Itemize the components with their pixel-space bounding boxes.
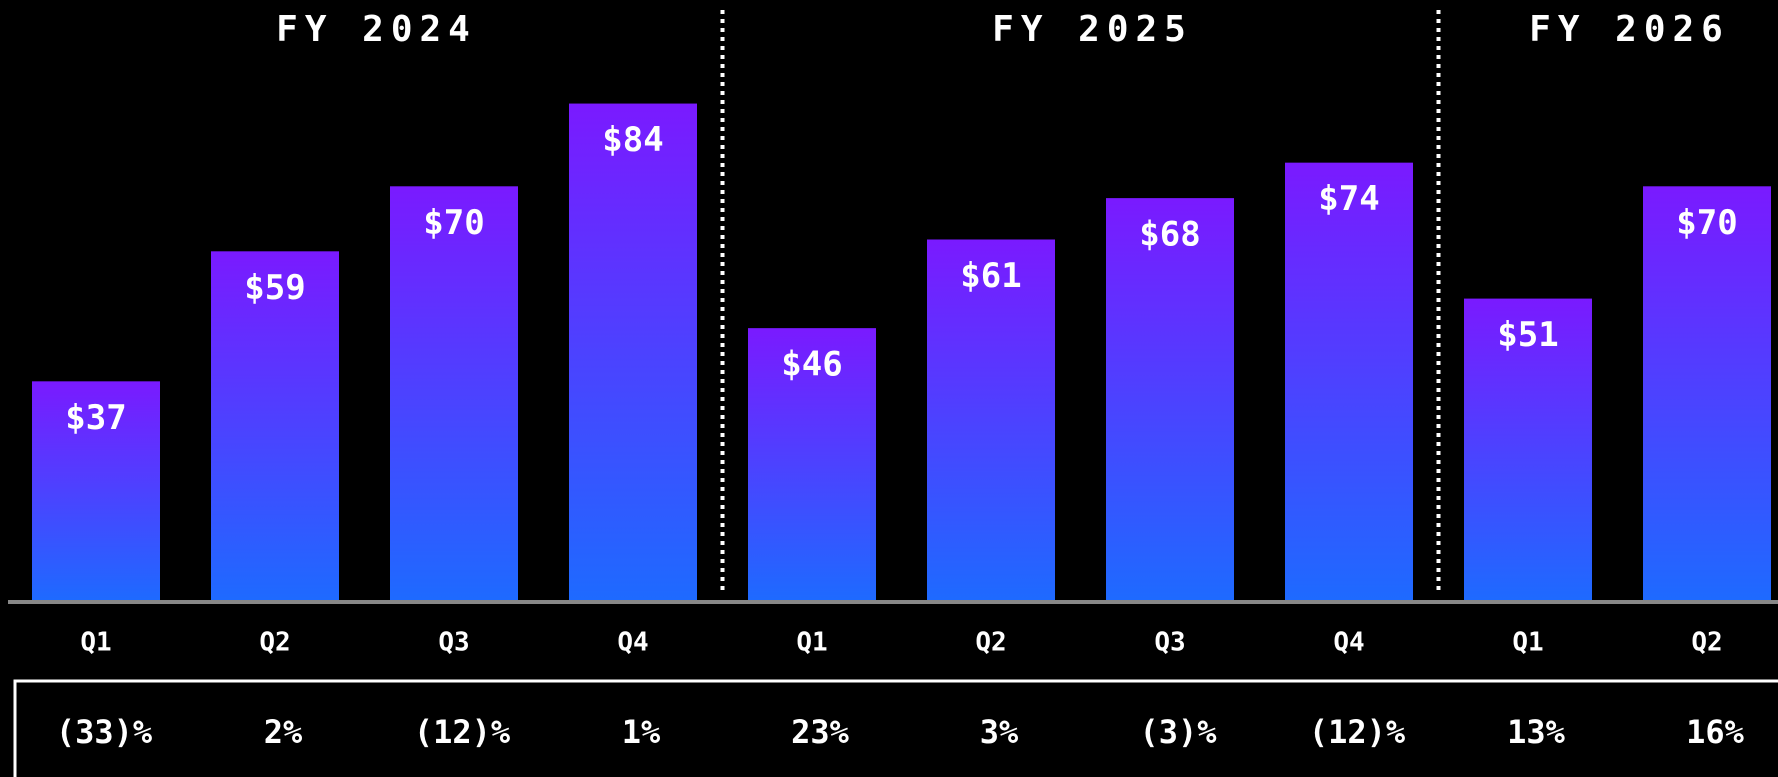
- value-label: $46: [781, 345, 842, 385]
- growth-label: 13%: [1507, 713, 1566, 751]
- growth-box: [13, 679, 1778, 777]
- bar: [1106, 198, 1234, 600]
- bar: [1464, 298, 1592, 600]
- growth-label: (3)%: [1139, 713, 1217, 751]
- x-tick-label: Q3: [438, 628, 469, 658]
- value-label: $70: [1676, 203, 1737, 243]
- value-label: $37: [65, 398, 126, 438]
- growth-label: 23%: [791, 713, 850, 751]
- value-label: $51: [1497, 315, 1558, 355]
- value-label: $61: [960, 256, 1021, 296]
- x-tick-label: Q2: [1691, 628, 1722, 658]
- group-title: FY 2026: [1529, 9, 1730, 50]
- bar: [1285, 162, 1413, 600]
- x-tick-label: Q1: [1512, 628, 1543, 658]
- bar: [748, 328, 876, 600]
- bar: [569, 103, 697, 600]
- bar: [32, 381, 160, 600]
- growth-label: 3%: [980, 713, 1019, 751]
- x-tick-label: Q1: [80, 628, 111, 658]
- value-label: $70: [423, 203, 484, 243]
- growth-label: 2%: [264, 713, 303, 751]
- x-tick-label: Q4: [617, 628, 648, 658]
- bar: [390, 186, 518, 601]
- value-label: $74: [1318, 179, 1379, 219]
- x-tick-label: Q2: [975, 628, 1006, 658]
- x-tick-label: Q3: [1154, 628, 1185, 658]
- growth-label: (12)%: [1309, 713, 1406, 751]
- growth-label: (12)%: [414, 713, 511, 751]
- growth-label: (33)%: [56, 713, 153, 751]
- bar: [1643, 186, 1771, 601]
- value-label: $68: [1139, 215, 1200, 255]
- value-label: $84: [602, 120, 663, 160]
- growth-label: 1%: [622, 713, 661, 751]
- group-title: FY 2025: [992, 9, 1193, 50]
- bar: [211, 251, 339, 600]
- x-tick-label: Q4: [1333, 628, 1364, 658]
- group-title: FY 2024: [276, 9, 477, 50]
- bar: [927, 239, 1055, 601]
- x-tick-label: Q1: [796, 628, 827, 658]
- growth-label: 16%: [1686, 713, 1745, 751]
- x-tick-label: Q2: [259, 628, 290, 658]
- value-label: $59: [244, 268, 305, 308]
